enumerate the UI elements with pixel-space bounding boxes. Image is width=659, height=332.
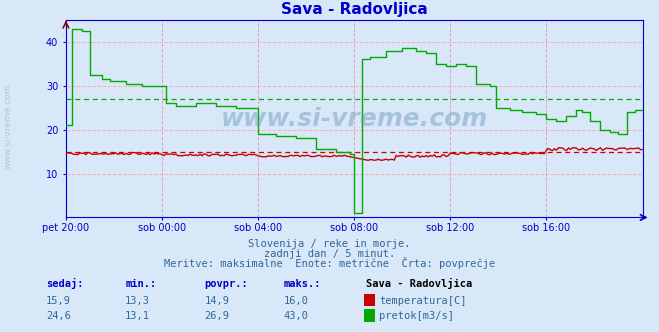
Text: 24,6: 24,6 (46, 311, 71, 321)
Text: temperatura[C]: temperatura[C] (379, 296, 467, 306)
Text: 15,9: 15,9 (46, 296, 71, 306)
Text: 43,0: 43,0 (283, 311, 308, 321)
Title: Sava - Radovljica: Sava - Radovljica (281, 2, 428, 17)
Text: maks.:: maks.: (283, 279, 321, 289)
Text: sedaj:: sedaj: (46, 278, 84, 289)
Text: Slovenija / reke in morje.: Slovenija / reke in morje. (248, 239, 411, 249)
Text: pretok[m3/s]: pretok[m3/s] (379, 311, 454, 321)
Text: povpr.:: povpr.: (204, 279, 248, 289)
Text: Meritve: maksimalne  Enote: metrične  Črta: povprečje: Meritve: maksimalne Enote: metrične Črta… (164, 257, 495, 269)
Text: zadnji dan / 5 minut.: zadnji dan / 5 minut. (264, 249, 395, 259)
Text: 16,0: 16,0 (283, 296, 308, 306)
Text: 13,1: 13,1 (125, 311, 150, 321)
Text: 14,9: 14,9 (204, 296, 229, 306)
Text: 26,9: 26,9 (204, 311, 229, 321)
Text: min.:: min.: (125, 279, 156, 289)
Text: Sava - Radovljica: Sava - Radovljica (366, 278, 472, 289)
Text: www.si-vreme.com: www.si-vreme.com (221, 107, 488, 131)
Text: www.si-vreme.com: www.si-vreme.com (3, 83, 13, 169)
Text: 13,3: 13,3 (125, 296, 150, 306)
